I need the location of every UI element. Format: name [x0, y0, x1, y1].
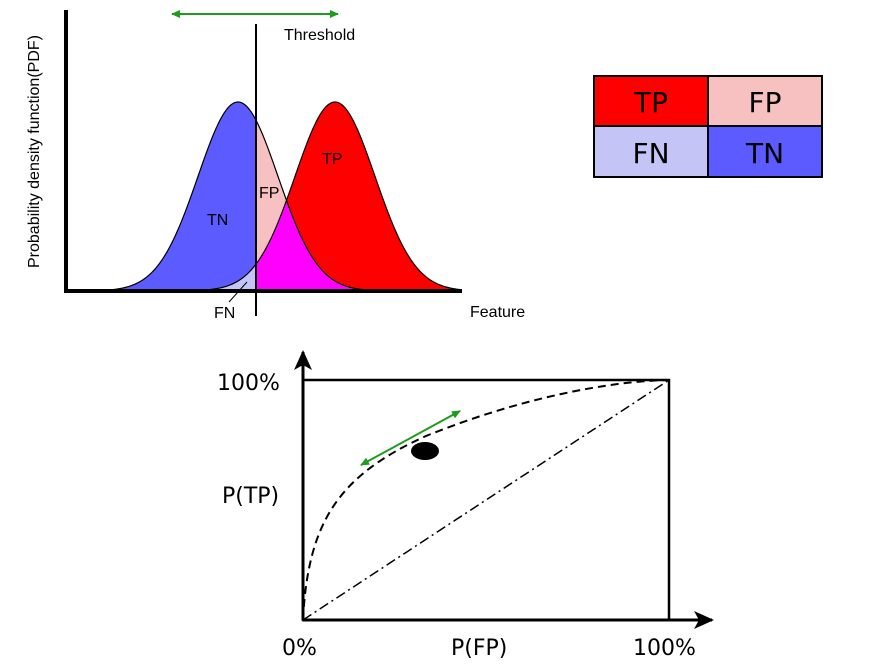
- cm-cell-fn: [594, 126, 708, 177]
- fn-pointer: [228, 281, 248, 303]
- roc-y-axis-label: P(TP): [222, 484, 279, 509]
- tp-label: TP: [322, 151, 342, 168]
- roc-x-axis-label: P(FP): [451, 636, 507, 661]
- cm-label-tp: TP: [633, 86, 668, 119]
- negative-class-curve: [109, 101, 367, 291]
- fn-region: [205, 264, 256, 291]
- fn-label: FN: [214, 305, 235, 322]
- fp-label: FP: [259, 185, 279, 202]
- roc-plot: 100% P(TP) 0% P(FP) 100%: [217, 350, 714, 661]
- cm-label-tn: TN: [745, 137, 784, 170]
- roc-x-min-tick: 0%: [282, 636, 317, 661]
- cm-cell-tp: [594, 76, 708, 126]
- pdf-plot: Threshold TN FP TP FN Feature Probabilit…: [26, 10, 525, 322]
- confusion-matrix: TP FP FN TN: [593, 75, 823, 178]
- roc-y-top-tick: 100%: [217, 371, 280, 396]
- feature-axis-label: Feature: [470, 304, 525, 321]
- tn-region: [110, 102, 256, 291]
- cm-label-fp: FP: [749, 86, 782, 119]
- threshold-label: Threshold: [284, 27, 355, 44]
- cm-cell-tn: [708, 126, 822, 177]
- positive-class-curve: [204, 101, 463, 291]
- roc-x-max-tick: 100%: [633, 636, 696, 661]
- tp-region: [256, 102, 462, 291]
- cm-label-fn: FN: [632, 137, 669, 170]
- operating-point-arrow[interactable]: [360, 410, 461, 466]
- tn-label: TN: [207, 212, 228, 229]
- operating-point[interactable]: [411, 442, 439, 460]
- chance-diagonal: [302, 379, 670, 621]
- cm-cell-fp: [708, 76, 822, 126]
- pdf-axis-label: Probability density function(PDF): [26, 35, 43, 268]
- overlap-region: [256, 201, 366, 291]
